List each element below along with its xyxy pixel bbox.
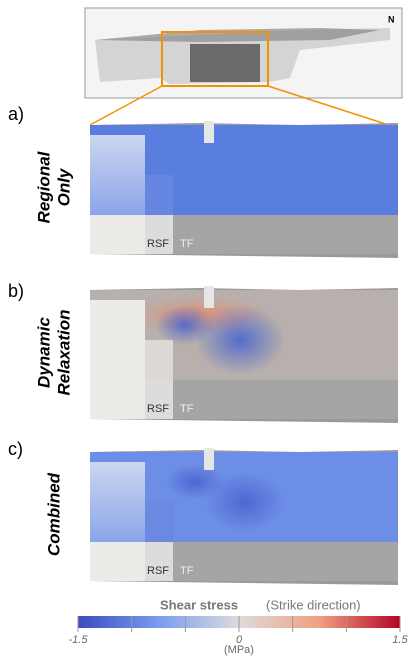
fault-annotation: TF [180, 565, 194, 577]
panel-title: Relaxation [54, 310, 73, 396]
north-label: N [388, 14, 395, 24]
stress-blob [205, 472, 285, 532]
left-block-lower [90, 542, 145, 581]
panel-title: Combined [44, 472, 63, 556]
panel-title: Only [54, 167, 73, 206]
fin [204, 121, 214, 143]
panel-title: Regional [34, 150, 53, 223]
stress-blob [155, 305, 215, 345]
panel-label: b) [8, 281, 24, 301]
colorbar-tick-label: 1.5 [392, 634, 408, 646]
fault-annotation: TF [180, 403, 194, 415]
colorbar-tick-label: -1.5 [69, 634, 89, 646]
panel-label: a) [8, 104, 24, 124]
colorbar-title: Shear stress [160, 597, 238, 612]
panel-title: Dynamic [34, 317, 53, 388]
panel: c) Combined RSF TF [8, 439, 398, 585]
fault-annotation: RSF [147, 403, 169, 415]
fin [204, 448, 214, 470]
fin [204, 286, 214, 308]
fault-annotation: RSF [147, 565, 169, 577]
fault-annotation: TF [180, 238, 194, 250]
fault-annotation: RSF [147, 238, 169, 250]
colorbar-subtitle: (Strike direction) [266, 597, 361, 612]
left-block-lower [90, 380, 145, 419]
colorbar-tick-label: 0 [236, 634, 243, 646]
figure: N Shear stress (Strike direction) (MPa) … [0, 0, 408, 662]
left-block-lower [90, 215, 145, 254]
thumbnail: N [85, 8, 402, 128]
panel-label: c) [8, 439, 23, 459]
